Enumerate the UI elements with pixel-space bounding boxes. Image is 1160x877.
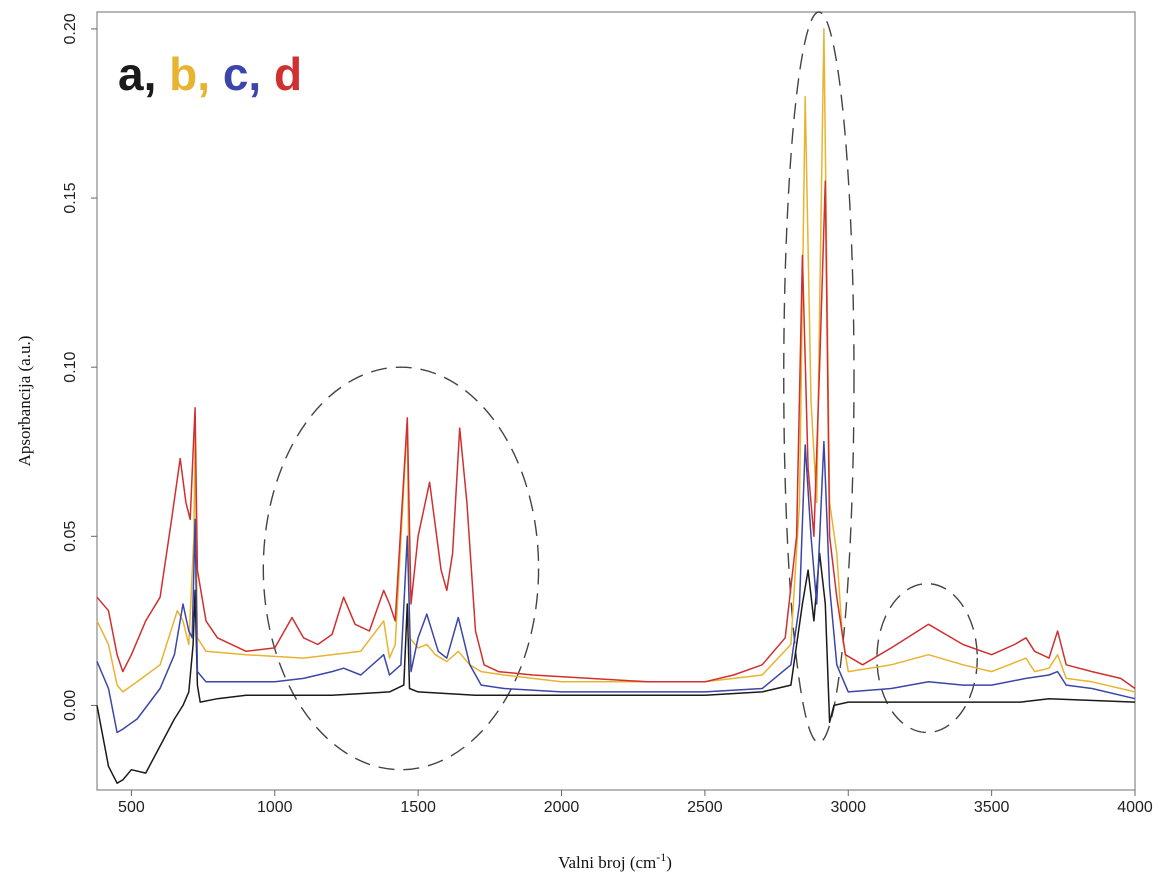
legend-entry: b,	[169, 48, 223, 100]
x-axis-title-end: )	[666, 853, 672, 872]
y-axis-title: Apsorbancija (a.u.)	[15, 336, 34, 467]
legend: a, b, c, d	[118, 48, 302, 100]
x-axis-title: Valni broj (cm-1)	[558, 850, 672, 872]
dashed-ellipse-annotation	[876, 582, 978, 734]
legend-entry: c,	[223, 48, 274, 100]
series-line-0	[96, 552, 1136, 784]
x-axis-title-main: Valni broj (cm	[558, 853, 656, 872]
dashed-ellipse-annotation	[262, 366, 540, 771]
y-tick-label: 0.10	[62, 352, 79, 383]
y-tick-label: 0.15	[62, 182, 79, 213]
x-tick-label: 2500	[687, 799, 723, 816]
x-tick-label: 1500	[400, 799, 436, 816]
y-tick-label: 0.20	[62, 13, 79, 44]
x-tick-label: 500	[118, 799, 145, 816]
x-tick-label: 2000	[544, 799, 580, 816]
series-line-3	[96, 180, 1136, 690]
plot-frame	[96, 11, 1136, 791]
x-tick-label: 1000	[257, 799, 293, 816]
legend-entry: a,	[118, 48, 169, 100]
y-tick-label: 0.00	[62, 690, 79, 721]
x-tick-label: 3000	[830, 799, 866, 816]
y-tick-label: 0.05	[62, 521, 79, 552]
x-axis-title-sup: -1	[656, 850, 666, 864]
x-tick-label: 4000	[1117, 799, 1153, 816]
dashed-ellipse-annotation	[783, 11, 855, 744]
x-tick-label: 3500	[974, 799, 1010, 816]
series-line-2	[96, 440, 1136, 734]
legend-entry: d	[274, 48, 302, 100]
